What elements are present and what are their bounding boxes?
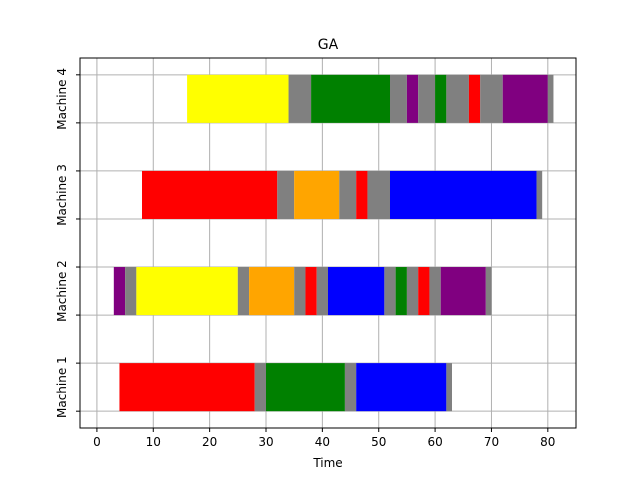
task-bar [440,267,486,316]
task-bar [536,170,543,219]
x-tick-label: 70 [484,435,499,449]
task-bar [367,170,390,219]
x-tick-label: 30 [258,435,273,449]
task-bar [356,170,368,219]
x-tick-label: 40 [315,435,330,449]
task-bar [288,74,312,123]
task-bar [311,74,390,123]
x-tick-label: 50 [371,435,386,449]
task-bar [237,267,250,316]
task-bar [418,267,430,316]
x-axis-label: Time [312,456,342,470]
task-bar [384,267,396,316]
task-bar [142,170,278,219]
chart-title: GA [318,37,339,53]
machine-label: Machine 4 [55,68,69,130]
task-bar [119,363,255,412]
task-bar [395,267,407,316]
task-bar [406,267,419,316]
axis-ticks: 0 10 20 30 40 50 60 70 80 Machine 1 Machine 2 Machi… [55,68,555,449]
task-bar [406,74,419,123]
task-bar [468,74,481,123]
task-bar [187,74,289,123]
x-tick-label: 20 [202,435,217,449]
task-bar [435,74,447,123]
x-tick-label: 0 [93,435,101,449]
machine-label: Machine 2 [55,260,69,322]
task-bar [339,170,357,219]
task-bar [390,74,407,123]
plot-frame [79,57,577,429]
x-tick-label: 10 [146,435,161,449]
task-bar [305,267,317,316]
task-bar [113,267,126,316]
task-bar [485,267,492,316]
task-bar [277,170,295,219]
task-bar [294,267,306,316]
task-bar [547,74,554,123]
task-bar [502,74,548,123]
task-bar [328,267,385,316]
task-bars [113,74,554,412]
task-bar [136,267,238,316]
x-tick-label: 80 [540,435,555,449]
task-bar [480,74,503,123]
machine-label: Machine 3 [55,164,69,226]
task-bar [418,74,436,123]
task-bar [294,170,340,219]
task-bar [249,267,295,316]
machine-label: Machine 1 [55,356,69,418]
x-tick-label: 60 [427,435,442,449]
task-bar [344,363,357,412]
task-bar [254,363,266,412]
task-bar [446,363,452,412]
task-bar [429,267,441,316]
task-bar [125,267,137,316]
task-bar [390,170,537,219]
task-bar [356,363,447,412]
task-bar [316,267,328,316]
task-bar [446,74,469,123]
task-bar [266,363,345,412]
